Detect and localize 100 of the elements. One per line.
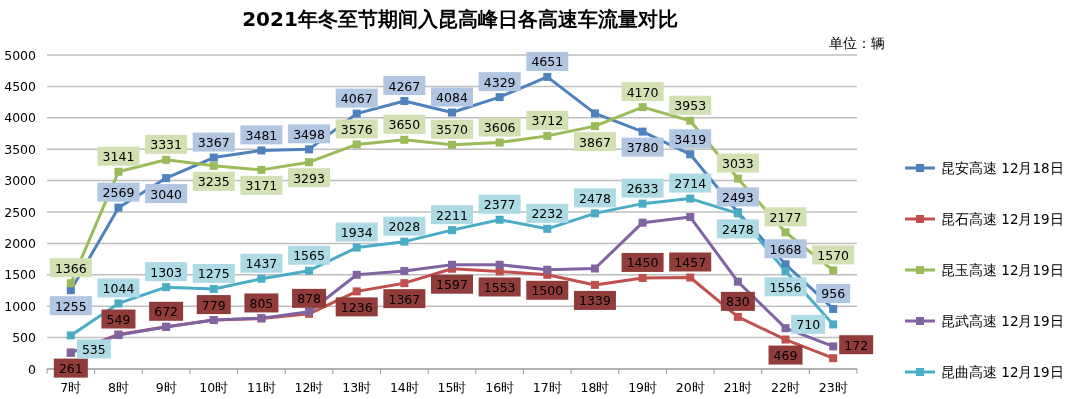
data-label: 805 — [249, 295, 274, 311]
x-tick-label: 17时 — [532, 380, 562, 395]
x-tick-label: 16时 — [485, 380, 515, 395]
data-label: 1570 — [817, 247, 850, 263]
data-label: 956 — [821, 286, 846, 302]
x-tick-label: 12时 — [294, 380, 324, 395]
data-label: 172 — [844, 337, 869, 353]
legend-label: 昆石高速 12月19日 — [941, 211, 1064, 227]
y-tick-label: 500 — [12, 330, 37, 346]
data-label: 535 — [81, 341, 106, 357]
data-label: 830 — [725, 294, 750, 310]
data-label: 1236 — [340, 299, 373, 315]
data-label: 2569 — [102, 185, 135, 201]
data-label: 3780 — [626, 140, 659, 156]
legend-label: 昆曲高速 12月19日 — [941, 364, 1064, 380]
data-label: 1457 — [674, 255, 707, 270]
data-label: 3293 — [293, 170, 325, 186]
data-label: 2478 — [721, 221, 754, 237]
y-tick-label: 3500 — [4, 141, 37, 157]
y-tick-label: 1500 — [4, 267, 37, 283]
data-label: 1500 — [531, 283, 564, 299]
y-tick-label: 3000 — [4, 173, 37, 189]
data-label: 2493 — [721, 189, 754, 205]
data-label: 2633 — [626, 181, 659, 197]
data-label: 4267 — [388, 78, 421, 94]
data-label: 4170 — [626, 84, 659, 100]
data-label: 1556 — [769, 279, 802, 295]
data-label: 672 — [154, 304, 179, 320]
y-tick-label: 4500 — [4, 78, 37, 94]
x-tick-label: 20时 — [675, 380, 705, 395]
x-tick-label: 23时 — [818, 380, 848, 395]
data-label: 1450 — [626, 255, 659, 271]
data-label: 1275 — [197, 266, 230, 282]
data-label: 2232 — [531, 206, 564, 222]
data-label: 878 — [297, 291, 322, 307]
x-tick-label: 13时 — [342, 380, 372, 395]
data-label: 3953 — [674, 98, 707, 114]
data-label: 469 — [773, 348, 798, 364]
data-label: 1934 — [340, 225, 373, 241]
data-label: 3867 — [579, 134, 611, 150]
data-label: 2377 — [483, 197, 516, 213]
data-label: 779 — [201, 297, 226, 313]
data-label: 3331 — [150, 137, 183, 153]
data-label: 2177 — [769, 209, 802, 225]
data-label: 3367 — [197, 135, 230, 151]
x-tick-label: 8时 — [107, 380, 129, 395]
y-tick-label: 5000 — [4, 47, 37, 63]
x-tick-label: 18时 — [580, 380, 610, 395]
data-label: 1303 — [150, 264, 183, 280]
data-label: 4084 — [436, 90, 468, 106]
data-label: 2478 — [579, 190, 611, 206]
data-label: 4067 — [340, 91, 373, 107]
data-label: 3650 — [388, 117, 421, 133]
data-label: 1597 — [436, 277, 468, 293]
data-label: 3712 — [531, 113, 564, 129]
data-label: 1367 — [388, 291, 421, 307]
x-tick-label: 10时 — [199, 380, 229, 395]
data-label: 3171 — [245, 178, 278, 194]
data-label: 1339 — [579, 293, 611, 309]
data-label: 3235 — [197, 174, 230, 190]
data-label: 3040 — [150, 186, 183, 202]
y-tick-label: 0 — [28, 361, 37, 377]
legend-label: 昆玉高速 12月19日 — [941, 262, 1064, 278]
x-tick-label: 9时 — [155, 380, 177, 395]
y-tick-label: 4000 — [4, 110, 37, 126]
y-tick-label: 2500 — [4, 204, 37, 220]
data-label: 1366 — [54, 260, 87, 276]
data-label: 2028 — [388, 219, 421, 235]
x-tick-label: 15时 — [437, 380, 467, 395]
data-label: 4329 — [483, 74, 516, 90]
data-label: 3570 — [436, 122, 468, 138]
data-label: 1565 — [293, 248, 325, 264]
data-label: 1044 — [102, 280, 135, 296]
y-tick-label: 1000 — [4, 298, 37, 314]
data-label: 4651 — [531, 54, 564, 70]
x-tick-label: 21时 — [723, 380, 753, 395]
data-label: 261 — [58, 361, 83, 377]
data-label: 1437 — [245, 256, 278, 272]
text: 单位：辆 — [829, 35, 885, 51]
data-label: 3419 — [674, 131, 707, 147]
data-label: 3576 — [340, 121, 373, 137]
legend-label: 昆武高速 12月19日 — [941, 313, 1064, 329]
y-tick-label: 2000 — [4, 235, 37, 251]
data-label: 3498 — [293, 126, 326, 142]
data-label: 1553 — [483, 279, 516, 295]
data-label: 2211 — [436, 207, 468, 223]
legend-label: 昆安高速 12月18日 — [941, 160, 1064, 176]
x-tick-label: 14时 — [389, 380, 419, 395]
data-label: 3141 — [102, 149, 135, 165]
data-label: 549 — [106, 312, 131, 328]
chart-title: 2021年冬至节期间入昆高峰日各高速车流量对比 — [242, 7, 678, 31]
data-label: 3481 — [245, 127, 278, 143]
x-tick-label: 7时 — [60, 380, 82, 395]
data-label: 710 — [796, 317, 821, 333]
data-label: 3606 — [483, 120, 516, 136]
data-label: 2714 — [674, 176, 707, 192]
x-tick-label: 19时 — [628, 380, 658, 395]
data-label: 1255 — [54, 298, 87, 314]
x-tick-label: 22时 — [771, 380, 800, 395]
data-label: 1668 — [769, 241, 802, 257]
